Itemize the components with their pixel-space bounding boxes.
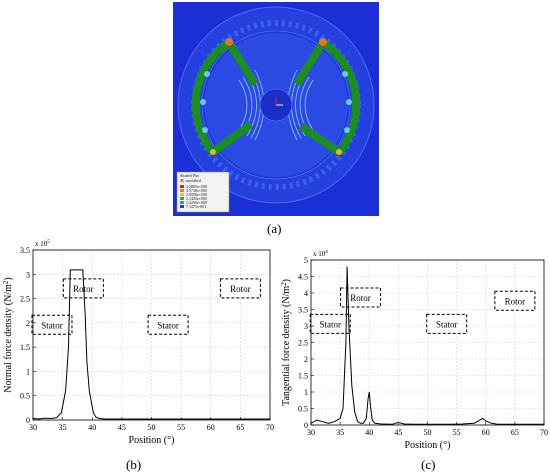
y-tick-label: 5 [304,256,308,265]
y-tick-label: 2.5 [20,295,30,304]
x-axis-label: Position (°) [405,440,451,451]
legend-line: |B| smoothed [180,178,201,183]
x-tick-label: 35 [59,423,67,432]
x-tick-label: 60 [207,423,215,432]
y-axis-label-sup: 2 [280,282,288,286]
annotation-box [340,287,382,308]
y-tick-label: 0.5 [298,405,308,414]
series-line [310,266,544,425]
annotation-box [31,314,73,335]
legend-line: Shaded Plot [180,173,200,178]
legend-line: 3.5738e+000 [186,188,207,193]
annotation-label: Stator [319,319,341,329]
annotation-box [426,313,468,334]
annotation-box [147,314,189,335]
annotation-box [309,313,351,334]
y-tick-label: 3.5 [20,246,30,255]
annotation-label: Stator [157,320,179,330]
y-tick-label: 0 [304,421,308,430]
x-tick-label: 30 [307,428,315,437]
y-tick-label: 0 [26,416,30,425]
x-tick-label: 70 [540,428,548,437]
magnet-spoke-br [298,122,342,156]
y-tick-label: 3.5 [298,306,308,315]
legend-line: 1.4295e+000 [186,200,207,205]
x-tick-label: 40 [365,428,373,437]
y-tick-label: 2 [304,355,308,364]
y-axis-label: Tangential force density (N/m2) [280,279,292,406]
x-tick-label: 65 [511,428,519,437]
y-axis-label-main: Tangential force density (N/m [281,286,292,406]
y-axis-label-close: ) [281,279,292,282]
x-tick-label: 30 [29,423,37,432]
y-tick-label: 3 [304,322,308,331]
y-tick-label: 2.5 [298,339,308,348]
x-tick-label: 70 [266,423,274,432]
panel-label-c: (c) [421,457,436,472]
y-tick-label: 3 [26,270,30,279]
panel-label-b: (b) [126,457,142,472]
x-tick-label: 55 [453,428,461,437]
y-axis-label-main: Normal force density (N/m [3,284,14,393]
x-tick-label: 45 [118,423,126,432]
y-exponent-sup: 4 [325,250,328,255]
y-tick-label: 1 [26,367,30,376]
magnet-spoke-bl [210,120,254,156]
x-tick-label: 35 [336,428,344,437]
y-exponent-label: x 104 [313,250,328,258]
fem-field-plot: Shaded Plot |B| smoothed 4.2885e+000 3.5… [173,2,379,216]
saturation-spots [200,38,352,155]
annotation-label: Rotor [350,293,371,303]
x-tick-label: 40 [88,423,96,432]
y-tick-label: 4.5 [298,273,308,282]
y-axis-label-sup: 2 [2,280,10,284]
y-axis-label: Normal force density (N/m2) [2,277,14,392]
annotation-label: Rotor [230,284,251,294]
y-tick-label: 2 [26,319,30,328]
y-tick-label: 4 [304,289,308,298]
y-exponent-label: x 105 [35,240,50,248]
x-axis-label: Position (°) [129,435,175,446]
panel-label-a: (a) [267,221,282,236]
y-exponent-sup: 5 [47,240,50,245]
x-tick-label: 55 [177,423,185,432]
x-tick-label: 50 [424,428,432,437]
y-tick-label: 1 [304,388,308,397]
annotation-label: Rotor [505,296,526,306]
y-tick-label: 1.5 [20,343,30,352]
magnet-spoke-tl [225,39,259,87]
legend-line: 4.2885e+000 [186,184,207,189]
legend-line: 7.1475e-001 [186,204,206,209]
magnet-right-arc [320,38,361,155]
y-axis-label-close: ) [3,277,14,280]
legend-line: 2.8590e+000 [186,192,207,197]
series-line [32,269,270,420]
x-tick-label: 65 [236,423,244,432]
y-tick-label: 1.5 [298,372,308,381]
fem-legend: Shaded Plot |B| smoothed 4.2885e+000 3.5… [176,171,230,213]
x-tick-label: 60 [482,428,490,437]
annotation-label: Stator [41,320,63,330]
annotation-box [219,278,261,299]
legend-line: 2.1443e+000 [186,196,207,201]
annotation-label: Stator [436,319,458,329]
magnet-left-arc [191,38,232,155]
y-tick-label: 0.5 [20,392,30,401]
magnet-spoke-tr [293,39,327,87]
x-tick-label: 50 [148,423,156,432]
x-tick-label: 45 [394,428,402,437]
annotation-box [494,290,536,311]
